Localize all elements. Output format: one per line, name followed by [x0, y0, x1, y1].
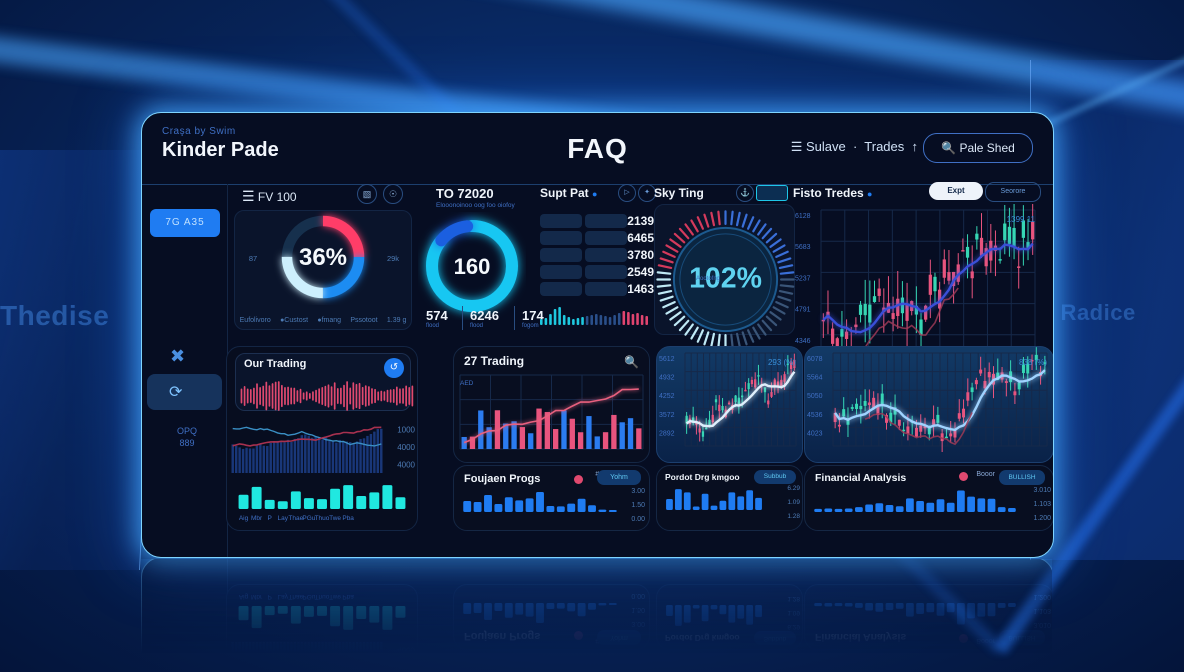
svg-text:Mbr: Mbr — [251, 593, 263, 600]
svg-text:Twe: Twe — [329, 593, 341, 600]
svg-text:160: 160 — [454, 254, 491, 279]
svg-text:3572: 3572 — [659, 412, 675, 419]
svg-text:Thae: Thae — [288, 515, 303, 522]
svg-text:Pba: Pba — [342, 593, 354, 600]
svg-text:4346: 4346 — [795, 338, 811, 345]
svg-text:4023: 4023 — [807, 430, 823, 437]
svg-text:Twe: Twe — [329, 515, 341, 522]
svg-text:5612: 5612 — [659, 356, 675, 363]
svg-text:36%: 36% — [299, 244, 347, 271]
svg-text:P: P — [268, 515, 272, 522]
svg-text:4791: 4791 — [795, 307, 811, 314]
svg-text:838 (%): 838 (%) — [1019, 358, 1047, 367]
svg-text:6078: 6078 — [807, 356, 823, 363]
svg-text:2892: 2892 — [659, 430, 675, 437]
svg-text:4000: 4000 — [397, 646, 415, 654]
svg-text:Thuo: Thuo — [315, 515, 330, 522]
svg-text:Lay: Lay — [278, 515, 289, 522]
svg-text:AED: AED — [460, 380, 474, 387]
svg-text:5237: 5237 — [795, 275, 811, 282]
svg-text:Pba: Pba — [342, 515, 354, 522]
svg-text:P: P — [268, 593, 272, 600]
svg-text:Mbr: Mbr — [251, 515, 263, 522]
svg-text:Aig: Aig — [239, 593, 249, 600]
svg-text:1000: 1000 — [397, 426, 415, 435]
svg-text:4252: 4252 — [659, 393, 675, 400]
svg-text:4000: 4000 — [397, 443, 415, 452]
svg-text:Thuo: Thuo — [315, 593, 330, 600]
svg-text:4932: 4932 — [659, 375, 675, 382]
svg-text:293 (%): 293 (%) — [768, 358, 796, 367]
svg-text:5683: 5683 — [795, 244, 811, 251]
svg-text:4000: 4000 — [397, 460, 415, 469]
svg-text:87: 87 — [249, 254, 257, 263]
svg-text:Thae: Thae — [288, 593, 303, 600]
svg-text:Lay: Lay — [278, 593, 289, 600]
svg-text:6128: 6128 — [795, 213, 811, 220]
svg-text:4536: 4536 — [807, 412, 823, 419]
svg-text:1399 11: 1399 11 — [1007, 215, 1036, 224]
svg-text:5050: 5050 — [807, 393, 823, 400]
svg-text:Aig: Aig — [239, 515, 249, 522]
svg-text:29k: 29k — [387, 254, 399, 263]
svg-text:5564: 5564 — [807, 375, 823, 382]
